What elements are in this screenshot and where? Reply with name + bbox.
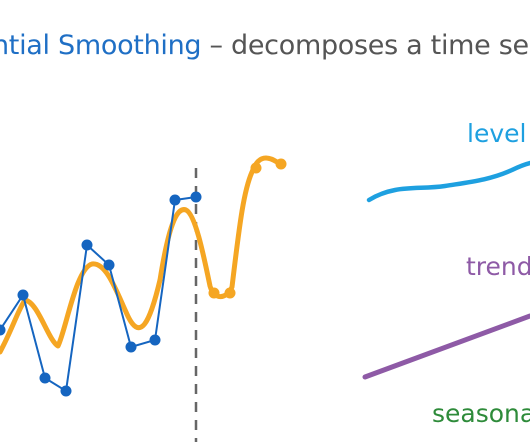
- seasonal-label: seasonal: [432, 399, 530, 428]
- title-accent: ntial Smoothing: [0, 30, 202, 61]
- forecast-point: [208, 287, 220, 299]
- observed-point: [190, 191, 202, 203]
- observed-point: [60, 385, 72, 397]
- observed-point: [103, 259, 115, 271]
- forecast-point: [275, 158, 287, 170]
- forecast-point: [250, 162, 262, 174]
- level-label: level: [467, 119, 526, 148]
- observed-point: [149, 334, 161, 346]
- forecast-points: [208, 158, 287, 299]
- forecast-point: [224, 287, 236, 299]
- observed-point: [0, 324, 6, 336]
- observed-point: [169, 194, 181, 206]
- observed-point: [17, 289, 29, 301]
- trend-label: trend: [466, 252, 530, 281]
- observed-point: [125, 341, 137, 353]
- observed-points: [0, 191, 202, 397]
- observed-series-line: [0, 196, 197, 393]
- smoothed-curve: [0, 155, 284, 355]
- title-rest: – decomposes a time ser: [201, 30, 530, 61]
- observed-point: [39, 372, 51, 384]
- level-curve: [366, 160, 530, 203]
- slide-title: ntial Smoothing – decomposes a time ser: [0, 30, 530, 61]
- trend-line: [362, 313, 530, 380]
- observed-point: [81, 239, 93, 251]
